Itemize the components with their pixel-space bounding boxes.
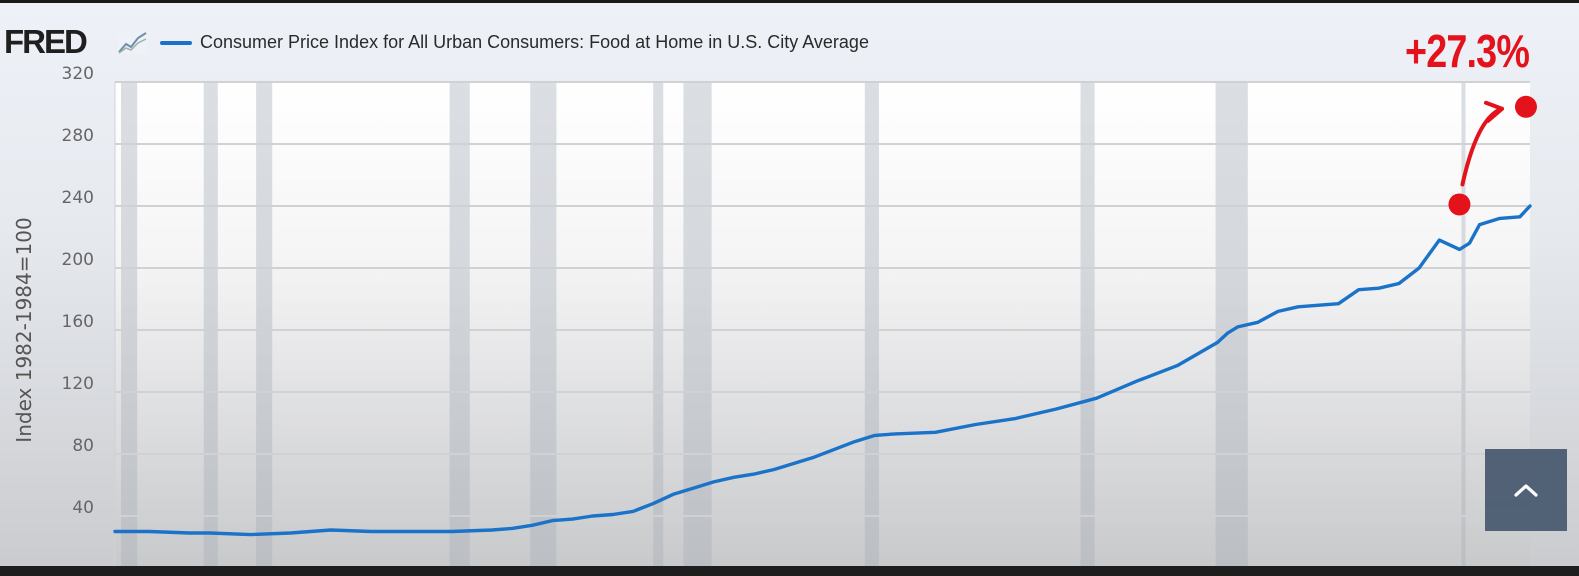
series-line — [113, 204, 1532, 537]
top-border — [0, 0, 1579, 3]
scroll-to-top-button[interactable] — [1485, 449, 1567, 531]
y-tick-label: 280 — [62, 126, 94, 146]
chevron-up-icon — [1514, 484, 1538, 497]
annotation-end-dot — [1514, 95, 1537, 118]
change-annotation: +27.3% — [1405, 25, 1530, 77]
y-tick-label: 120 — [62, 374, 94, 394]
y-tick-label: 320 — [62, 64, 94, 84]
line-chart-icon — [118, 30, 148, 54]
y-tick-label: 200 — [62, 250, 94, 270]
annotation-start-dot — [1448, 193, 1471, 216]
y-tick-label: 40 — [72, 498, 94, 518]
y-tick-label: 80 — [72, 436, 94, 456]
y-tick-label: 160 — [62, 312, 94, 332]
bottom-border — [0, 566, 1579, 576]
annotation-arrowhead — [1483, 100, 1504, 123]
y-tick-label: 240 — [62, 188, 94, 208]
legend-swatch — [160, 41, 192, 45]
fred-logo[interactable]: FRED — [4, 23, 88, 60]
legend-series-name[interactable]: Consumer Price Index for All Urban Consu… — [200, 32, 869, 52]
